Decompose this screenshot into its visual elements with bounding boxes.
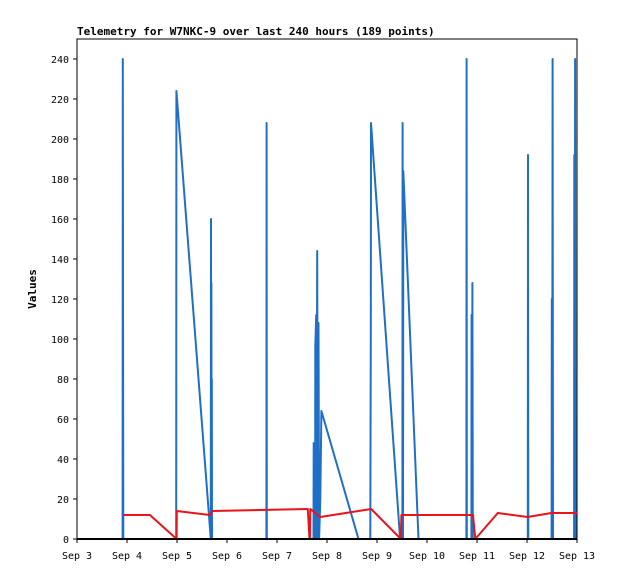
y-tick-label: 180	[51, 175, 69, 186]
y-tick-label: 40	[57, 455, 69, 466]
x-axis: Sep 3 Sep 4 Sep 5 Sep 6 Sep 7 Sep 8 Sep 9 Sep 1…	[62, 539, 595, 562]
y-tick-label: 140	[51, 255, 69, 266]
series-line-2	[122, 508, 577, 540]
x-tick-label: Sep 5	[162, 551, 192, 562]
x-tick-label: Sep 10	[409, 551, 445, 562]
x-tick-label: Sep 12	[509, 551, 545, 562]
y-tick-label: 200	[51, 135, 69, 146]
x-tick-label: Sep 6	[212, 551, 242, 562]
x-tick-label: Sep 8	[312, 551, 342, 562]
x-tick-label: Sep 9	[362, 551, 392, 562]
y-tick-label: 240	[51, 55, 69, 66]
x-tick-label: Sep 4	[112, 551, 142, 562]
y-axis-label: Values	[26, 269, 39, 309]
plot-frame	[76, 38, 578, 540]
x-tick-label: Sep 13	[559, 551, 595, 562]
y-tick-label: 120	[51, 295, 69, 306]
series-layer	[77, 58, 577, 540]
y-tick-label: 60	[57, 415, 69, 426]
x-tick-label: Sep 7	[262, 551, 292, 562]
y-axis: 0 20 40 60 80 100 120 140 160 180 200 220 240	[51, 55, 77, 546]
series-line-1	[121, 58, 577, 540]
y-tick-label: 0	[63, 535, 69, 546]
y-tick-label: 20	[57, 495, 69, 506]
y-tick-label: 220	[51, 95, 69, 106]
y-tick-label: 100	[51, 335, 69, 346]
chart-title: Telemetry for W7NKC-9 over last 240 hour…	[77, 25, 435, 38]
x-tick-label: Sep 11	[459, 551, 495, 562]
y-tick-label: 160	[51, 215, 69, 226]
x-tick-label: Sep 3	[62, 551, 92, 562]
y-tick-label: 80	[57, 375, 69, 386]
